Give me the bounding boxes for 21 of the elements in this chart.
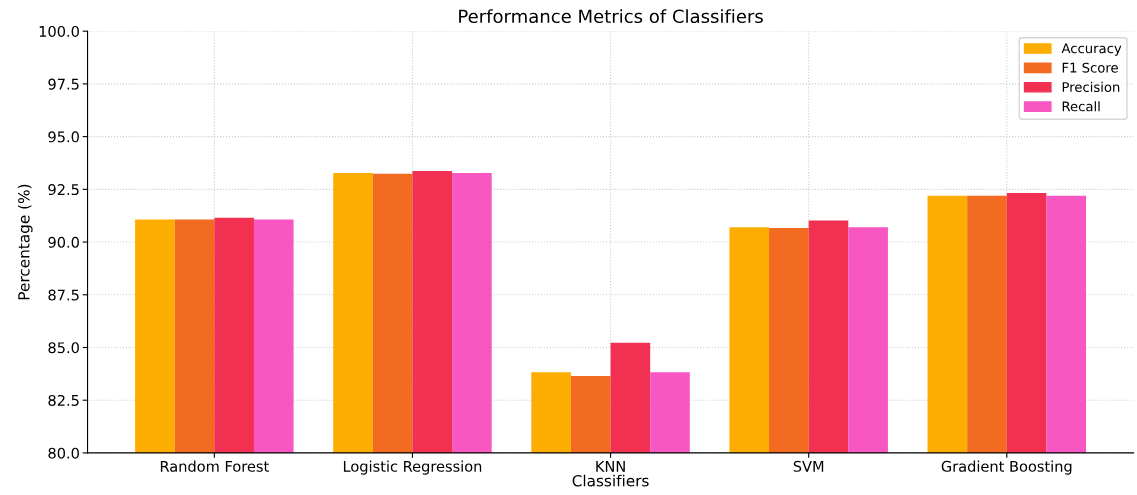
y-tick-label: 95.0 [48, 131, 79, 143]
y-tick-label: 82.5 [48, 394, 79, 406]
x-tick-label: Logistic Regression [343, 460, 482, 475]
legend-label: F1 Score [1062, 62, 1118, 73]
legend-label: Precision [1062, 81, 1120, 93]
y-tick-label: 100.0 [39, 25, 79, 37]
x-tick-label: KNN [596, 461, 625, 472]
x-axis-title: Classifiers [572, 474, 649, 487]
y-tick-label: 87.5 [48, 289, 79, 301]
legend-label: Recall [1062, 101, 1100, 112]
y-tick-label: 97.5 [48, 78, 79, 90]
y-tick-label: 92.5 [48, 184, 79, 196]
x-tick-label: Random Forest [160, 460, 269, 472]
x-tick-label: Gradient Boosting [941, 460, 1072, 475]
x-tick-label: SVM [793, 460, 824, 472]
y-axis-title: Percentage (%) [17, 184, 33, 300]
y-tick-label: 90.0 [48, 236, 79, 248]
y-tick-label: 85.0 [48, 342, 79, 354]
chart-title: Performance Metrics of Classifiers [459, 9, 763, 24]
y-tick-label: 80.0 [48, 447, 79, 459]
legend-label: Accuracy [1061, 43, 1122, 56]
